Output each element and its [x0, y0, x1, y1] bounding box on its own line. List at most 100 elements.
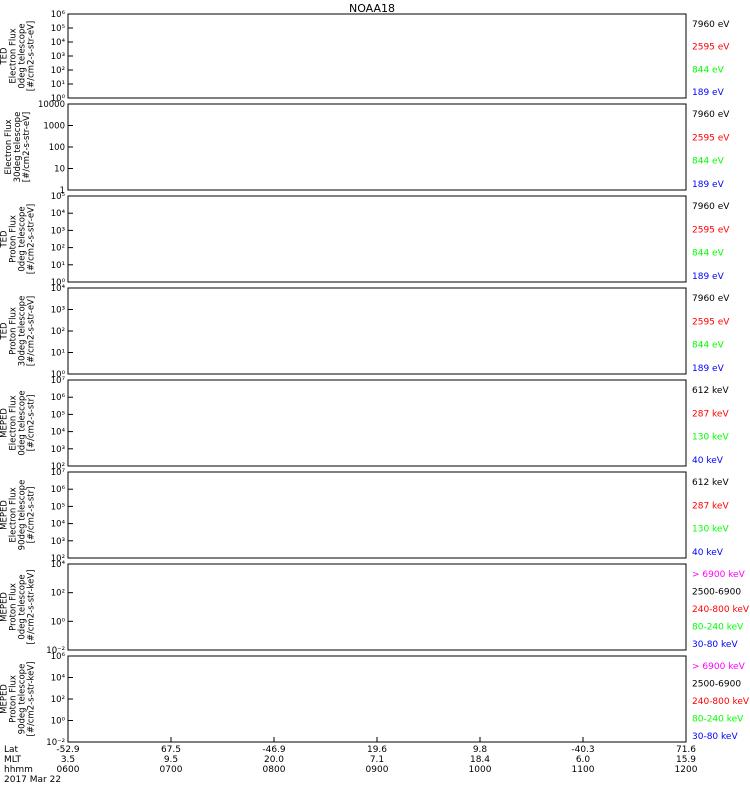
ylabel-line: 0deg telescope — [18, 390, 28, 455]
ylabel-line: 30deg telescope — [13, 112, 23, 183]
legend-entry: 2595 eV — [692, 225, 730, 235]
x-tick-label: 20.0 — [264, 755, 284, 765]
x-tick-label: -40.3 — [571, 745, 594, 755]
legend-entry: 2595 eV — [692, 317, 730, 327]
legend-entry: 612 keV — [692, 386, 729, 396]
x-tick-label: 3.5 — [61, 755, 75, 765]
x-tick-label: 67.5 — [161, 745, 181, 755]
legend-entry: 40 keV — [692, 548, 724, 558]
plot-title: NOAA18 — [349, 2, 395, 15]
y-tick-label: 10⁰ — [51, 370, 66, 380]
x-tick-label: -46.9 — [262, 745, 286, 755]
y-tick-label: 1 — [60, 186, 65, 196]
panel-4: 10⁰ 10¹ 10² 10³ 10⁴ TEDProton Flux30deg teles… — [0, 284, 730, 380]
legend-entry: 189 eV — [692, 364, 725, 374]
y-tick-label: 10² — [51, 244, 65, 254]
panel-1-ylabel: TEDElectron Flux0deg telescope[#/cm2-s-s… — [0, 21, 37, 91]
y-tick-label: 10⁴ — [51, 674, 66, 684]
y-tick-label: 10⁴ — [51, 209, 66, 219]
x-row-label: MLT — [4, 755, 22, 765]
y-tick-label: 10¹ — [51, 349, 65, 359]
x-row-label: hhmm — [4, 765, 33, 775]
panel-7-frame — [67, 563, 687, 651]
x-tick-label: 7.1 — [370, 755, 384, 765]
ylabel-line: 0deg telescope — [18, 574, 28, 639]
y-tick-label: 10 — [54, 165, 65, 175]
panel-4-frame — [67, 287, 687, 375]
panel-6: 10² 10³ 10⁴ 10⁵ 10⁶ 10⁷ MEPEDElectron Flux90de… — [0, 468, 729, 564]
panel-3: 10⁰ 10¹ 10² 10³ 10⁴ 10⁵ TEDProton Flux0deg tel… — [0, 192, 730, 288]
panel-3-frame — [67, 195, 687, 283]
y-tick-label: 10⁴ — [51, 560, 66, 570]
legend-entry: > 6900 keV — [692, 570, 746, 580]
ylabel-line: [#/cm2-s-str] — [27, 487, 37, 544]
y-tick-label: 10⁴ — [51, 284, 66, 294]
x-tick-label: 1000 — [469, 765, 492, 775]
ylabel-line: Electron Flux — [4, 119, 14, 174]
x-tick-label: 9.5 — [164, 755, 178, 765]
legend-entry: 612 keV — [692, 478, 729, 488]
panel-2-frame — [67, 103, 687, 191]
panel-2-ylabel: Electron Flux30deg telescope[#/cm2-s-str… — [4, 112, 32, 183]
y-tick-label: 10⁰ — [51, 617, 66, 627]
y-tick-label: 10¹ — [51, 261, 65, 271]
y-tick-label: 10⁶ — [51, 652, 66, 662]
x-tick-label: 15.9 — [676, 755, 696, 765]
y-tick-label: 10¹ — [51, 80, 65, 90]
y-tick-label: 10⁷ — [51, 468, 66, 478]
legend-entry: 2595 eV — [692, 133, 730, 143]
ylabel-line: [#/cm2-s-str-eV] — [27, 296, 37, 366]
legend-entry: 189 eV — [692, 272, 725, 282]
legend-entry: 844 eV — [692, 341, 725, 351]
y-tick-label: 1000 — [43, 122, 65, 132]
legend-entry: 287 keV — [692, 501, 729, 511]
ylabel-line: MEPED — [0, 592, 10, 622]
y-tick-label: 10000 — [38, 100, 65, 110]
legend-entry: 2500-6900 — [692, 680, 741, 690]
y-tick-label: 10³ — [51, 306, 65, 316]
legend-entry: 189 eV — [692, 180, 725, 190]
panel-6-ylabel: MEPEDElectron Flux90deg telescope[#/cm2-… — [0, 480, 37, 551]
legend-entry: 240-800 keV — [692, 697, 750, 707]
legend-entry: 80-240 keV — [692, 715, 744, 725]
legend-entry: 844 eV — [692, 249, 725, 259]
ylabel-line: [#/cm2-s-str-eV] — [27, 204, 37, 274]
ylabel-line: 0deg telescope — [18, 23, 28, 88]
x-tick-label: 18.4 — [470, 755, 490, 765]
y-tick-label: 100 — [49, 143, 65, 153]
legend-entry: 240-800 keV — [692, 605, 750, 615]
panel-6-frame — [67, 471, 687, 559]
legend-entry: 130 keV — [692, 525, 729, 535]
y-tick-label: 10³ — [51, 52, 65, 62]
y-tick-label: 10² — [51, 66, 65, 76]
x-tick-label: 6.0 — [576, 755, 591, 765]
panel-8-frame — [67, 655, 687, 743]
y-tick-label: 10³ — [51, 537, 65, 547]
panel-1: 10⁰ 10¹ 10² 10³ 10⁴ 10⁵ 10⁶ TEDElectron Flux0de… — [0, 10, 730, 104]
y-tick-label: 10⁴ — [51, 520, 66, 530]
x-tick-label: 0700 — [160, 765, 183, 775]
y-tick-label: 10⁰ — [51, 278, 66, 288]
y-tick-label: 10⁴ — [51, 428, 66, 438]
panel-5-ylabel: MEPEDElectron Flux0deg telescope[#/cm2-s… — [0, 390, 37, 455]
ylabel-line: [#/cm2-s-str-keV] — [27, 662, 37, 737]
panel-5: 10² 10³ 10⁴ 10⁵ 10⁶ 10⁷ MEPEDElectron Flux0deg… — [0, 376, 729, 472]
y-tick-label: 10⁰ — [51, 717, 66, 727]
ylabel-line: TED — [0, 230, 10, 249]
ylabel-line: Proton Flux — [9, 307, 19, 355]
ylabel-line: Electron Flux — [9, 395, 19, 450]
ylabel-line: 0deg telescope — [18, 206, 28, 271]
y-tick-label: 10⁵ — [51, 24, 65, 34]
y-tick-label: 10⁰ — [51, 94, 66, 104]
y-tick-label: 10² — [51, 327, 65, 337]
legend-entry: 40 keV — [692, 456, 724, 466]
ylabel-line: MEPED — [0, 684, 10, 714]
ylabel-line: Electron Flux — [9, 487, 19, 542]
x-tick-label: 0900 — [366, 765, 389, 775]
x-axis-labels: Lat -52.9 67.5 -46.9 19.6 9.8 -40.3 71.6 MLT 3.5 9… — [4, 737, 698, 785]
y-tick-label: 10⁻² — [46, 738, 65, 748]
ylabel-line: [#/cm2-s-str] — [27, 395, 37, 452]
ylabel-line: Proton Flux — [9, 675, 19, 723]
ylabel-line: Proton Flux — [9, 215, 19, 263]
